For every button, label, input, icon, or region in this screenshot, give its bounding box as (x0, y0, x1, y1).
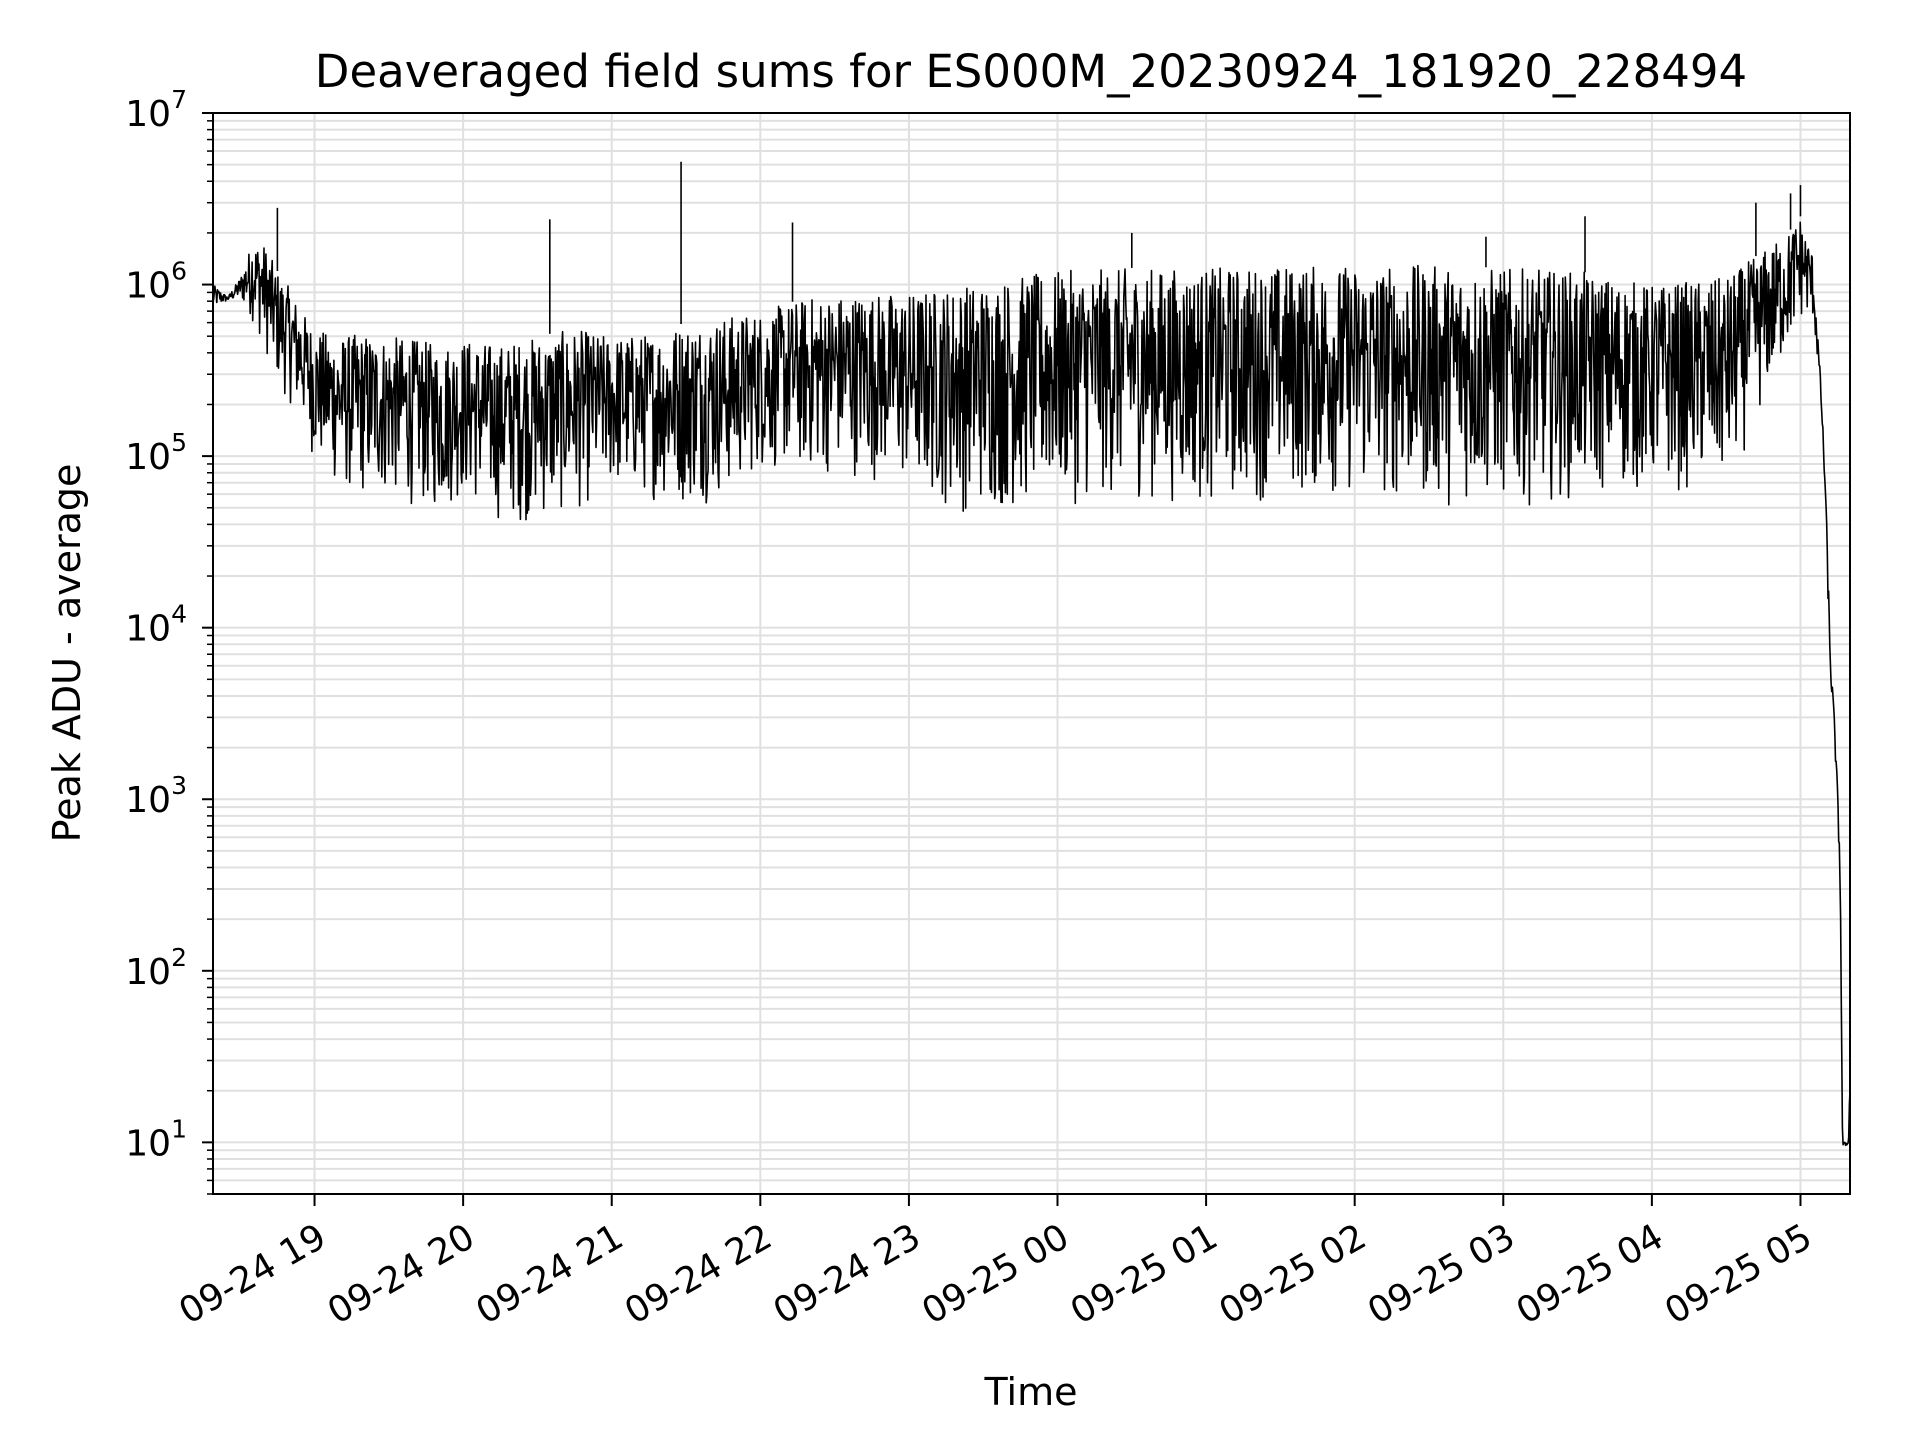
y-tick-label: 105 (125, 428, 187, 478)
y-tick-label: 104 (125, 600, 187, 650)
plot-frame (212, 112, 1851, 1195)
y-tick-label: 106 (125, 257, 187, 307)
y-axis: 101 102 103 104 105 106 107 (125, 85, 213, 1195)
y-axis-label: Peak ADU - average (45, 464, 89, 843)
x-axis-label: Time (984, 1370, 1078, 1414)
y-tick-label: 107 (125, 85, 187, 135)
series-line (212, 221, 1851, 1147)
data-series (212, 161, 1851, 1147)
y-tick-label: 103 (125, 771, 187, 821)
chart-title: Deaveraged field sums for ES000M_2023092… (315, 45, 1747, 98)
y-tick-label: 101 (125, 1114, 187, 1164)
y-tick-label: 102 (125, 943, 187, 993)
